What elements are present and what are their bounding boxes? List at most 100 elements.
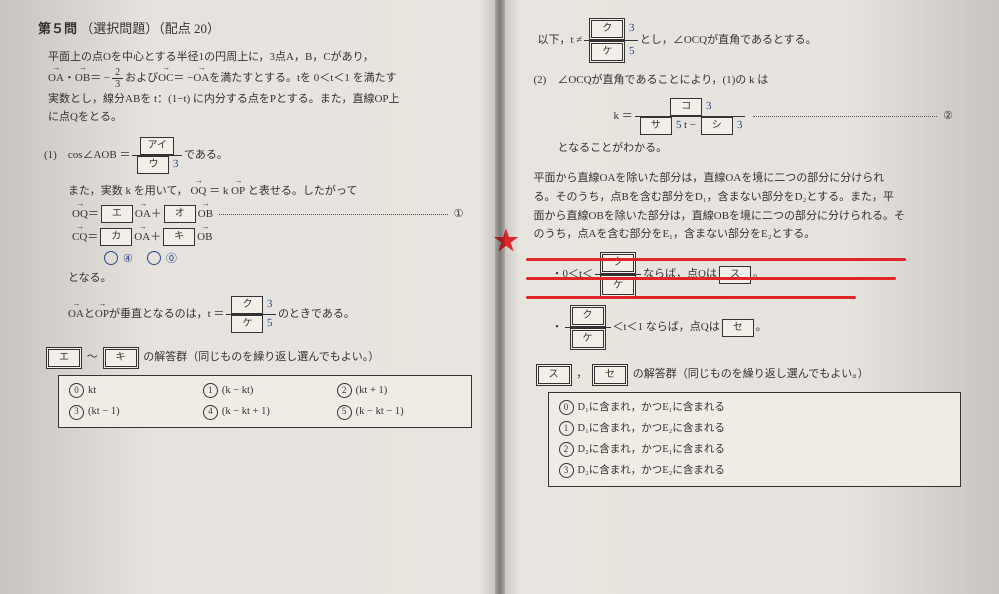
choice-2: 2(kt + 1) [337,382,461,400]
c5-text: (k − kt − 1) [356,406,404,417]
row-ke-2: ケ5 [584,40,638,63]
frac-2-3: 2 3 [112,67,123,90]
box-ai: アイ [140,137,174,155]
choice-list: 0D₁に含まれ，かつE₁に含まれる 1D₁に含まれ，かつE₂に含まれる 2D₂に… [559,399,951,479]
intro-line-1: 平面上の点Oを中心とする半径1の円周上に，3点A，B，Cがあり， [48,48,472,67]
box-se: セ [722,319,754,337]
red-star-icon: ★ [494,218,519,266]
star-line-4: のうち，点Aを含む部分をE₁，含まない部分をE₂とする。 [534,225,962,244]
vec-oa-5: OA [68,305,84,324]
circ-r1: 1 [559,421,574,436]
k-eq: k ＝ [614,107,633,126]
row-ku: ク3 [226,296,276,314]
intro-line-2: OA ・ OB ＝ − 2 3 および OC ＝ − OA を満たすとする。tを… [48,67,472,90]
eq-number-1: ① [454,205,472,224]
box-o: オ [164,205,196,223]
pencil-ku-2: 3 [629,22,635,34]
row-sashi: サ5 t − シ3 [635,116,746,135]
c0-text: kt [88,385,96,396]
choice-box-right: 0D₁に含まれ，かつE₁に含まれる 1D₁に含まれ，かつE₂に含まれる 2D₂に… [548,392,962,486]
choice-box-left: 0kt 1(k − kt) 2(kt + 1) 3(kt − 1) 4(k − … [58,375,472,429]
dots-1 [219,213,448,215]
vec-op: OP [231,182,245,201]
bullet1c: 。 [753,265,764,284]
oq-vector-eq: OQ ＝ エ OA ＋ オ OB ① [72,205,472,224]
circ-r0: 0 [559,400,574,415]
red-underline-1 [526,258,906,261]
left-page: 第５問 （選択問題）（配点 20） 平面上の点Oを中心とする半径1の円周上に，3… [0,0,500,594]
star-paragraph: 平面から直線OAを除いた部分は，直線OAを境に二つの部分に分けられ る。そのうち… [534,169,962,244]
oyobi: および [125,69,158,88]
perp-text: が垂直となるのは，t ＝ [109,305,224,324]
box-se-ref: セ [592,364,628,386]
q2-text-1: (2) ∠OCQが直角であることにより，(1)の k は [534,71,962,90]
dots-2 [753,115,937,117]
vec-oa-4: OA [134,228,150,247]
q1-label: (1) cos∠AOB ＝ [44,146,130,165]
cr1-text: D₁に含まれ，かつE₂に含まれる [578,423,725,434]
circ-r3: 3 [559,463,574,478]
vec-op-2: OP [95,305,109,324]
vec-oc: OC [158,69,173,88]
top-frac-line: 以下，t ≠ ク3 ケ5 とし，∠OCQが直角であるとする。 [538,18,962,63]
oq-line: また，実数 k を用いて， OQ ＝ k OP と表せる。したがって [68,182,472,201]
row-ke-4: ケ [565,327,611,350]
vec-cq: CQ [72,228,87,247]
box-ki-ref: キ [103,347,139,369]
box-u: ウ [137,156,169,174]
oq-text-3: と表せる。したがって [248,185,357,197]
eq-minus: ＝ − [90,69,110,88]
vec-ob-3: OB [197,228,212,247]
cr0-text: D₁に含まれ，かつE₁に含まれる [578,402,725,413]
choice-head-tail-2: の解答群（同じものを繰り返し選んでもよい。） [633,368,869,380]
star-line-2: る。そのうち，点Bを含む部分をD₁，含まない部分をD₂とする。また，平 [534,188,962,207]
sub-question-2: (2) ∠OCQが直角であることにより，(1)の k は k ＝ コ3 サ5 t… [534,71,962,157]
box-ku-2: ク [589,18,625,40]
choice-r0: 0 D₁に含まれ，かつE₁に含まれる [559,399,951,417]
box-ke-4: ケ [570,328,606,350]
cos-eq-line: (1) cos∠AOB ＝ アイ ウ3 である。 [44,137,472,174]
bullet2c: 。 [756,318,767,337]
circ-0: 0 [69,383,84,398]
right-page: 以下，t ≠ ク3 ケ5 とし，∠OCQが直角であるとする。 (2) ∠OCQが… [500,0,999,594]
frac-kuke-4: ク ケ [565,305,611,350]
pencil-ko: 3 [706,100,712,112]
choice-r1: 1 D₁に含まれ，かつE₂に含まれる [559,420,951,438]
pencil-4: ④ [122,250,133,269]
box-su: ス [719,266,751,284]
vec-oa-2: OA [193,69,209,88]
frac-kuke: ク3 ケ5 [226,296,276,333]
oq-eq-k: ＝ k [209,185,228,197]
intro-line-4: に点Qをとる。 [48,108,472,127]
pencil-circle-ka [104,251,118,265]
choice-heading-right: ス ， セ の解答群（同じものを繰り返し選んでもよい。） [534,364,962,386]
choice-head-tail: の解答群（同じものを繰り返し選んでもよい。） [143,351,379,363]
cq-eq: ＝ [87,228,98,247]
frac-aiu: アイ ウ3 [132,137,182,174]
row-ku-3: ク [595,252,641,274]
row-ai: アイ [135,137,179,155]
perp-tail: のときである。 [278,305,355,324]
pencil-ku: 3 [267,298,273,310]
vec-oa: OA [48,69,64,88]
plus-1: ＋ [151,205,162,224]
tonaru: となる。 [68,269,472,288]
pencil-ke-2: 5 [629,45,635,57]
row-u: ウ3 [132,155,182,174]
frac-ko-sashi: コ3 サ5 t − シ3 [635,98,746,135]
pencil-circles-row: ④ ⓪ [104,250,472,269]
book-spread: 第５問 （選択問題）（配点 20） 平面上の点Oを中心とする半径1の円周上に，3… [0,0,999,594]
row-ko: コ3 [665,98,715,116]
pencil-u: 3 [173,158,179,170]
title-main: 第５問 [38,21,77,36]
intro-tail: を満たすとする。tを 0＜t＜1 を満たす [209,69,396,88]
row-ku-4: ク [565,305,611,327]
box-ki: キ [163,228,195,246]
perp-to: と [84,305,95,324]
circ-4: 4 [203,405,218,420]
pencil-0: ⓪ [166,250,178,269]
tilde: 〜 [87,351,98,363]
cq-vector-eq: CQ ＝ カ OA ＋ キ OB [72,228,472,247]
title-sub: （選択問題）（配点 20） [80,21,220,36]
c1-text: (k − kt) [222,385,254,396]
